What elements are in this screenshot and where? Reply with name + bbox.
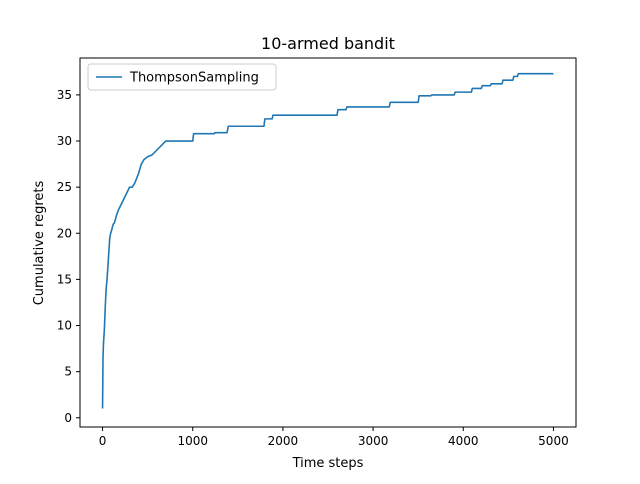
- series-line-0: [101, 72, 554, 409]
- y-tick-label-4: 20: [57, 226, 72, 240]
- x-tick-label-3: 3000: [358, 434, 389, 448]
- x-tick-label-4: 4000: [448, 434, 479, 448]
- legend-label-0: ThompsonSampling: [129, 71, 259, 86]
- y-axis: 0 5 10 15 20 25 30 35: [57, 88, 80, 425]
- plot-frame: [79, 57, 577, 428]
- legend: ThompsonSampling: [87, 63, 277, 91]
- x-tick-label-5: 5000: [538, 434, 569, 448]
- legend-box: [87, 63, 277, 91]
- y-tick-label-2: 10: [57, 319, 72, 333]
- y-tick-label-6: 30: [57, 134, 72, 148]
- y-tick-label-3: 15: [57, 272, 72, 286]
- x-tick-label-0: 0: [99, 434, 107, 448]
- x-axis: 0 1000 2000 3000 4000 5000: [99, 427, 569, 448]
- x-tick-label-2: 2000: [268, 434, 299, 448]
- x-axis-label: Time steps: [292, 456, 364, 471]
- x-tick-label-1: 1000: [177, 434, 208, 448]
- y-axis-label: Cumulative regrets: [32, 180, 47, 305]
- plot-area: [79, 57, 577, 428]
- y-tick-label-5: 25: [57, 180, 72, 194]
- y-tick-label-1: 5: [64, 365, 72, 379]
- y-tick-label-0: 0: [64, 411, 72, 425]
- chart-title: 10-armed bandit: [261, 34, 395, 53]
- y-tick-label-7: 35: [57, 88, 72, 102]
